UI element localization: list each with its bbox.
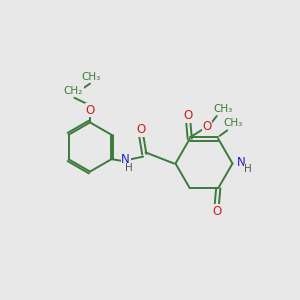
- Text: CH₃: CH₃: [81, 72, 100, 82]
- Text: O: O: [184, 109, 193, 122]
- Text: N: N: [121, 152, 130, 166]
- Text: O: O: [202, 120, 212, 133]
- Text: CH₃: CH₃: [224, 118, 243, 128]
- Text: H: H: [244, 164, 252, 175]
- Text: O: O: [85, 104, 94, 117]
- Text: CH₃: CH₃: [213, 104, 233, 114]
- Text: O: O: [212, 205, 221, 218]
- Text: N: N: [236, 156, 245, 169]
- Text: CH₂: CH₂: [64, 86, 83, 96]
- Text: H: H: [125, 163, 133, 173]
- Text: O: O: [137, 123, 146, 136]
